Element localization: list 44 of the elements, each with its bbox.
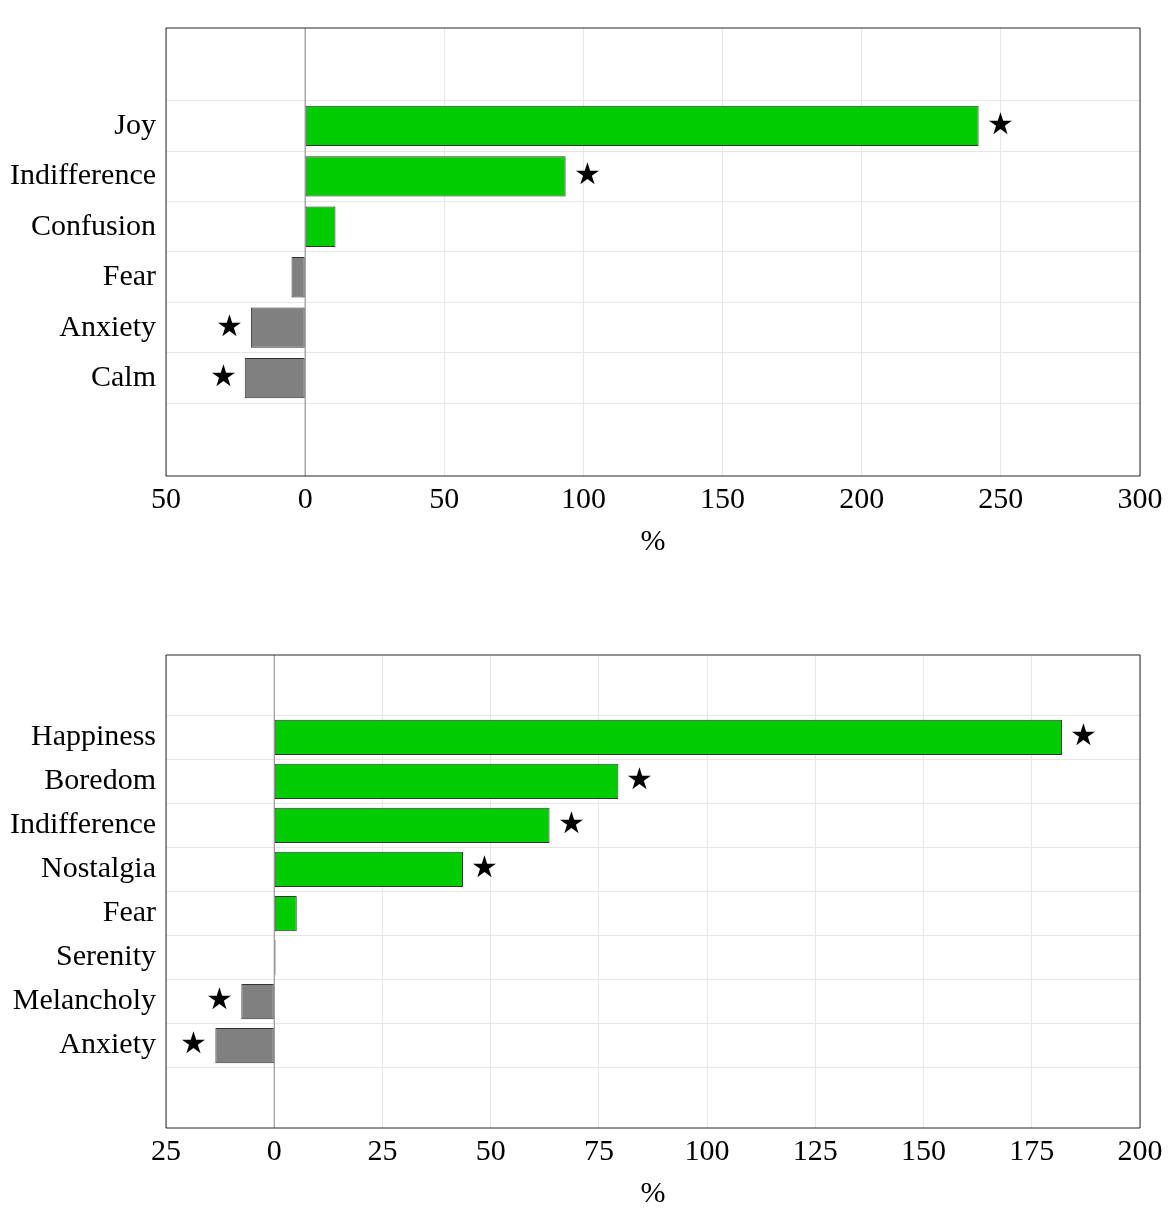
y-tick-label: Happiness — [31, 718, 157, 752]
x-axis-title: % — [640, 522, 666, 556]
x-tick-label: 125 — [792, 1132, 838, 1166]
data-label: ★ — [986, 106, 1014, 140]
x-tick-label: 150 — [901, 1132, 947, 1166]
x-tick-label: 175 — [1009, 1132, 1055, 1166]
y-tick-label: Melancholy — [12, 982, 157, 1016]
x-tick-label: 300 — [1117, 480, 1163, 514]
x-tick-label: 50 — [151, 480, 182, 514]
y-tick-label: Confusion — [31, 207, 157, 241]
x-tick-label: 0 — [297, 480, 313, 514]
x-tick-label: 250 — [978, 480, 1024, 514]
data-label: ★ — [215, 308, 243, 342]
y-tick-label: Nostalgia — [41, 850, 157, 884]
x-tick-label: 200 — [839, 480, 885, 514]
x-tick-label: 25 — [151, 1132, 182, 1166]
data-label: ★ — [557, 806, 585, 840]
data-label: ★ — [180, 1026, 208, 1060]
x-axis-title: % — [640, 1174, 666, 1208]
x-tick-label: 100 — [684, 1132, 730, 1166]
data-label: ★ — [206, 982, 234, 1016]
x-tick-label: 25 — [367, 1132, 398, 1166]
x-tick-label: 75 — [583, 1132, 614, 1166]
y-tick-label: Joy — [114, 106, 157, 140]
data-label: ★ — [209, 359, 237, 392]
data-label: ★ — [1070, 718, 1098, 752]
x-tick-label: 150 — [700, 480, 746, 514]
y-tick-label: Boredom — [44, 762, 157, 796]
x-tick-label: 0 — [266, 1132, 282, 1166]
y-tick-label: Indifference — [10, 157, 157, 191]
data-label: ★ — [470, 850, 498, 884]
y-tick-label: Serenity — [56, 938, 157, 972]
x-tick-label: 200 — [1117, 1132, 1163, 1166]
y-tick-label: Fear — [102, 894, 157, 928]
data-label: ★ — [573, 157, 601, 191]
x-tick-label: 50 — [475, 1132, 506, 1166]
data-label: ★ — [626, 762, 654, 796]
y-tick-label: Anxiety — [59, 308, 157, 342]
y-tick-label: Fear — [102, 258, 157, 292]
y-tick-label: Anxiety — [59, 1026, 157, 1060]
x-tick-label: 100 — [560, 480, 606, 514]
x-tick-label: 50 — [429, 480, 460, 514]
y-tick-label: Calm — [91, 359, 157, 392]
y-tick-label: Indifference — [10, 806, 157, 840]
